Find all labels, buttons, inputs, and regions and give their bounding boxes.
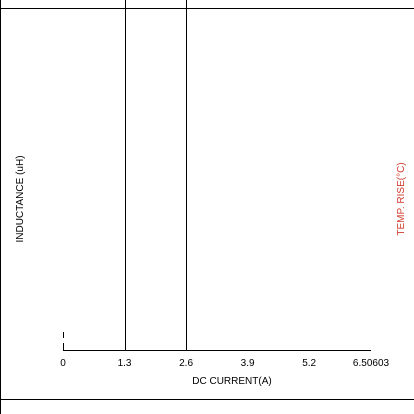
x-tick-label: 2.6: [179, 358, 193, 369]
y-axis-title: INDUCTANCE (uH): [15, 155, 26, 242]
x-tick-label: 1.3: [118, 358, 132, 369]
y2-axis-title: TEMP. RISE(°C): [396, 162, 407, 235]
x-tick-label: 5.2: [302, 358, 316, 369]
x-tick-label: 0: [60, 358, 66, 369]
vertical-lines-group: [125, 0, 187, 350]
x-tick-labels-group: 0 1.3 2.6 3.9 5.2 6.50603: [60, 358, 389, 369]
x-axis-title: DC CURRENT(A): [192, 376, 271, 387]
x-tick-label: 6.50603: [353, 358, 390, 369]
x-tick-label: 3.9: [241, 358, 255, 369]
